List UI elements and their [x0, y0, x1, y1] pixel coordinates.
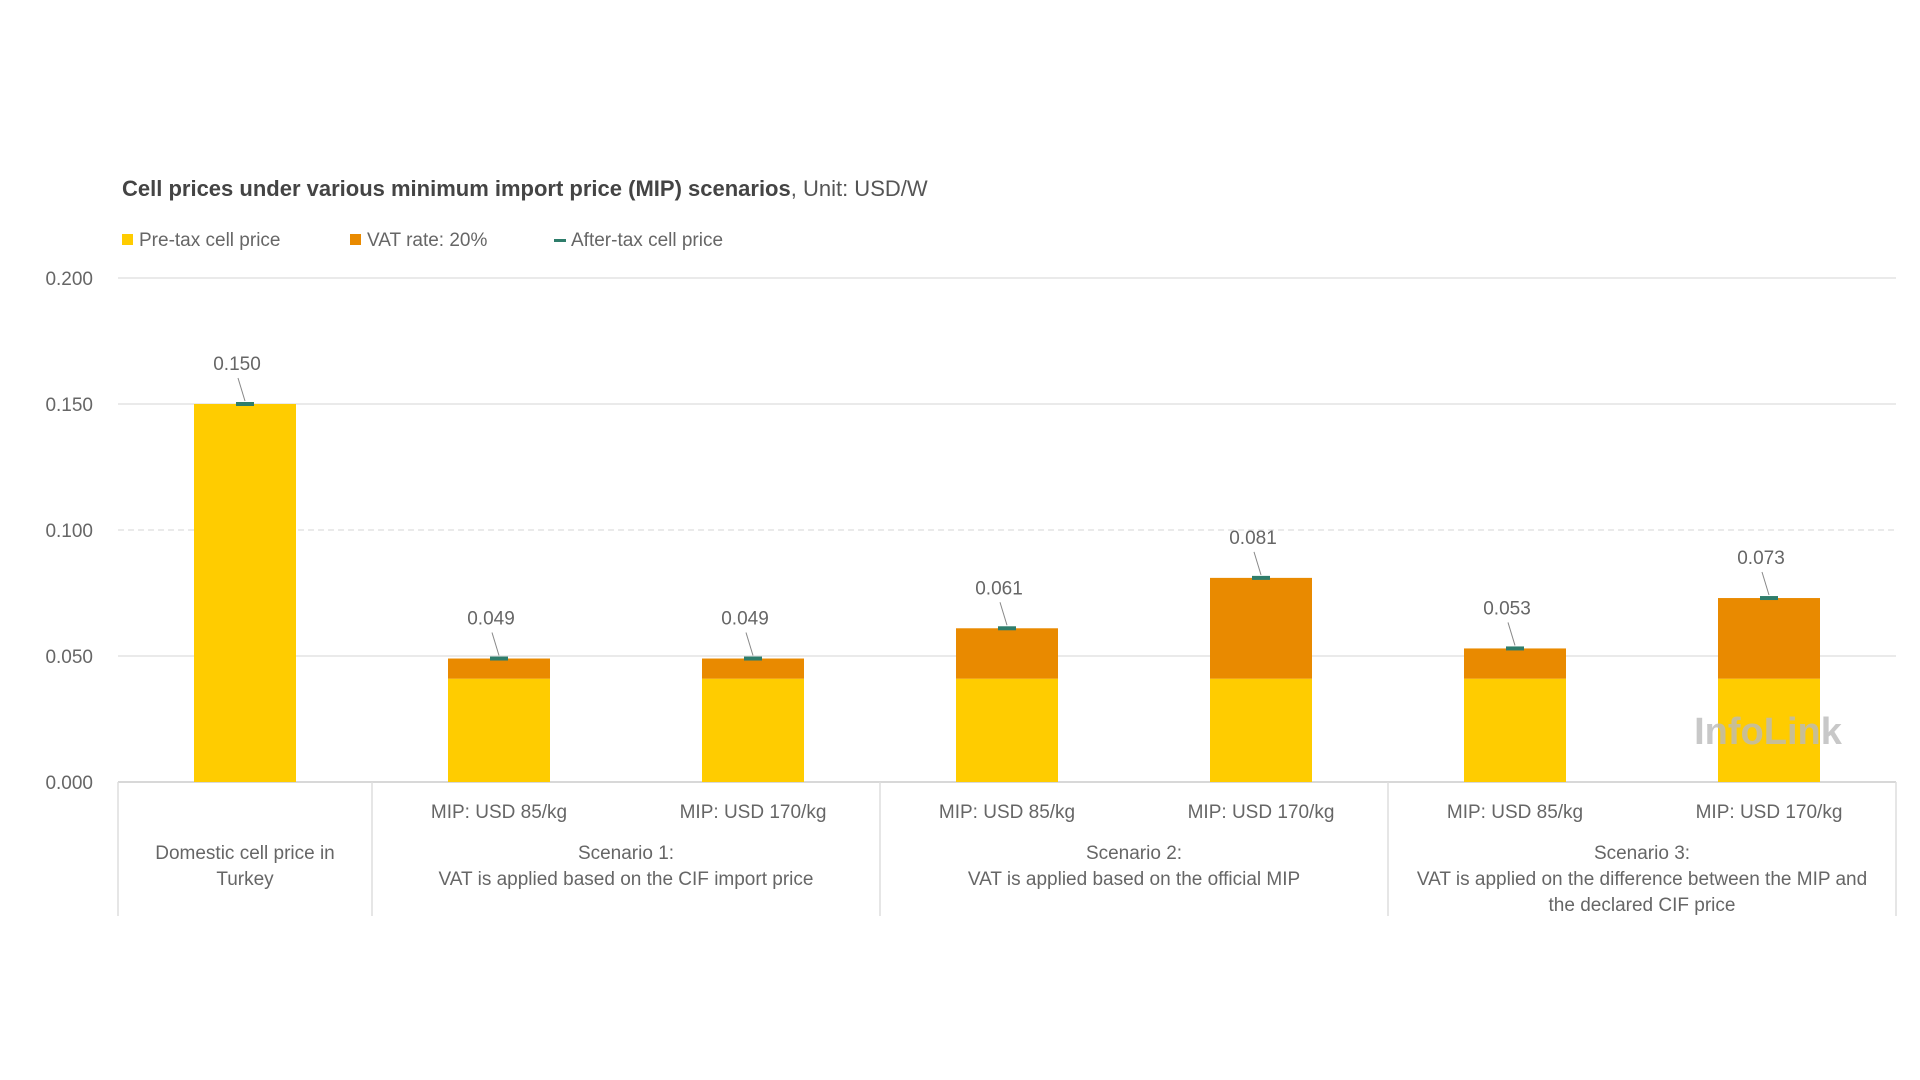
label-leader: [491, 632, 500, 656]
bars: 0.150 0.049 0.049 0.061 0.081 0.053 0.073: [194, 354, 1820, 782]
label-leader: [745, 632, 754, 656]
group-label: VAT is applied based on the official MIP: [968, 869, 1300, 890]
legend-label-1: VAT rate: 20%: [367, 230, 487, 251]
data-label: 0.081: [1229, 528, 1277, 549]
category-label: MIP: USD 85/kg: [431, 802, 567, 823]
category-label: MIP: USD 85/kg: [939, 802, 1075, 823]
y-tick-label: 0.200: [45, 269, 93, 290]
bar-pretax: [956, 678, 1058, 782]
group-label: Domestic cell price in: [155, 843, 335, 864]
label-leader: [1761, 571, 1770, 596]
bar-vat: [1464, 648, 1566, 679]
bar-pretax: [448, 678, 550, 782]
group-label: the declared CIF price: [1549, 895, 1736, 916]
legend: Pre-tax cell price VAT rate: 20% After-tax…: [122, 230, 723, 251]
bar-vat: [1210, 577, 1312, 679]
label-leader: [237, 377, 246, 402]
category-axis: MIP: USD 85/kg MIP: USD 170/kg MIP: USD 85…: [117, 782, 1897, 916]
label-leader: [1253, 551, 1262, 576]
bar-pretax: [1718, 678, 1820, 782]
bar-vat: [448, 658, 550, 679]
y-tick-label: 0.100: [45, 521, 93, 542]
category-label: MIP: USD 170/kg: [1696, 802, 1843, 823]
marker-aftertax: [1252, 575, 1270, 580]
data-label: 0.053: [1483, 598, 1531, 619]
y-tick-label: 0.050: [45, 647, 93, 668]
group-label: VAT is applied on the difference between…: [1417, 869, 1867, 890]
category-label: MIP: USD 170/kg: [680, 802, 827, 823]
group-label: Scenario 3:: [1594, 843, 1690, 864]
legend-swatch-1: [350, 234, 361, 245]
marker-aftertax: [1506, 646, 1524, 651]
marker-aftertax: [236, 402, 254, 406]
data-label: 0.049: [467, 609, 515, 630]
watermark: InfoLink: [1694, 711, 1843, 753]
bar-vat: [702, 658, 804, 679]
marker-aftertax: [744, 656, 762, 661]
legend-label-0: Pre-tax cell price: [139, 230, 281, 251]
bar-pretax: [1464, 678, 1566, 782]
legend-swatch-0: [122, 234, 133, 245]
chart-title: Cell prices under various minimum import…: [122, 176, 928, 201]
bar-pretax: [702, 678, 804, 782]
y-tick-label: 0.150: [45, 395, 93, 416]
legend-label-2: After-tax cell price: [571, 230, 723, 251]
bar-vat: [956, 628, 1058, 679]
marker-aftertax: [998, 626, 1016, 631]
group-label: Turkey: [216, 869, 274, 890]
y-tick-label: 0.000: [45, 773, 93, 794]
chart-unit: , Unit: USD/W: [791, 176, 928, 201]
bar-pretax: [1210, 678, 1312, 782]
legend-swatch-2: [554, 239, 566, 242]
data-label: 0.061: [975, 578, 1023, 599]
category-label: MIP: USD 170/kg: [1188, 802, 1335, 823]
marker-aftertax: [1760, 596, 1778, 601]
bar-pretax: [194, 404, 296, 782]
group-label: Scenario 1:: [578, 843, 674, 864]
bar-vat: [1718, 598, 1820, 679]
data-label: 0.073: [1737, 548, 1785, 569]
data-label: 0.150: [213, 354, 261, 375]
group-label: VAT is applied based on the CIF import p…: [439, 869, 814, 890]
group-label: Scenario 2:: [1086, 843, 1182, 864]
label-leader: [999, 602, 1008, 626]
marker-aftertax: [490, 656, 508, 661]
category-label: MIP: USD 85/kg: [1447, 802, 1583, 823]
label-leader: [1507, 622, 1516, 646]
data-label: 0.049: [721, 609, 769, 630]
